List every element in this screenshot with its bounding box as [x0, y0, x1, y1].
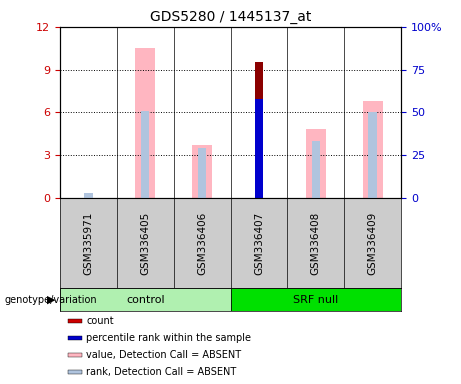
Text: GSM336405: GSM336405 [140, 211, 150, 275]
Bar [312, 141, 320, 198]
Bar [254, 99, 263, 198]
Bar [306, 129, 326, 198]
Text: GSM335971: GSM335971 [83, 211, 94, 275]
Title: GDS5280 / 1445137_at: GDS5280 / 1445137_at [150, 10, 311, 25]
Text: count: count [87, 316, 114, 326]
Text: value, Detection Call = ABSENT: value, Detection Call = ABSENT [87, 350, 242, 360]
Bar [192, 145, 212, 198]
Bar [84, 193, 93, 198]
Bar [363, 101, 383, 198]
Bar [68, 336, 82, 340]
Text: GSM336406: GSM336406 [197, 211, 207, 275]
Bar [135, 48, 155, 198]
Bar [230, 288, 401, 311]
Bar [198, 148, 207, 198]
Text: GSM336408: GSM336408 [311, 211, 321, 275]
Bar [141, 111, 149, 198]
Text: genotype/variation: genotype/variation [5, 295, 97, 305]
Text: GSM336409: GSM336409 [367, 211, 378, 275]
Bar [68, 353, 82, 357]
Text: SRF null: SRF null [293, 295, 338, 305]
Bar [68, 370, 82, 374]
Text: percentile rank within the sample: percentile rank within the sample [87, 333, 251, 343]
Bar [368, 112, 377, 198]
Bar [68, 319, 82, 323]
Text: rank, Detection Call = ABSENT: rank, Detection Call = ABSENT [87, 367, 236, 377]
Text: ▶: ▶ [47, 295, 55, 305]
Text: GSM336407: GSM336407 [254, 211, 264, 275]
Bar [254, 63, 263, 198]
Bar [60, 288, 230, 311]
Text: control: control [126, 295, 165, 305]
